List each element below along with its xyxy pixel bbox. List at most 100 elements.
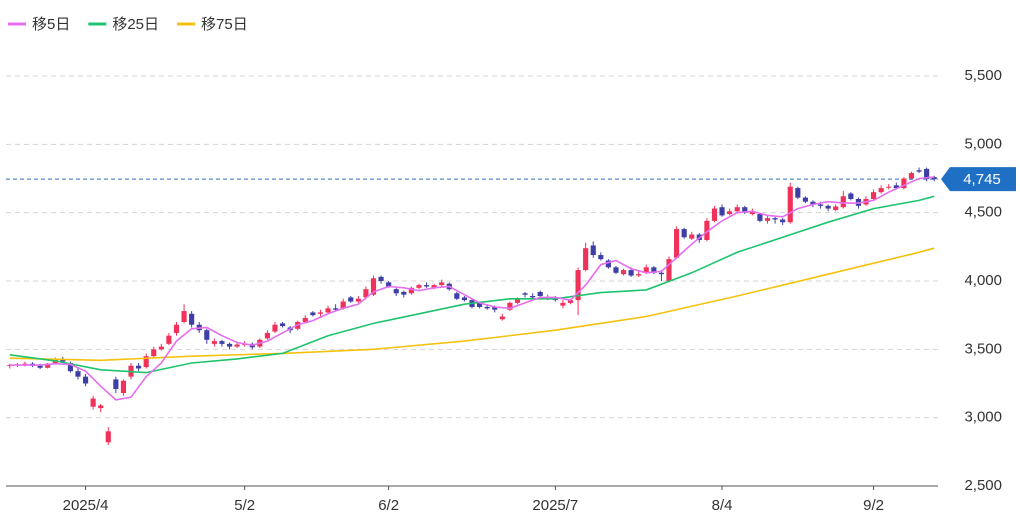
candle-body	[727, 211, 733, 215]
last-price-marker	[941, 167, 1016, 192]
last-price-tag: 4,745	[941, 167, 1016, 192]
candle-body	[143, 356, 149, 368]
candle	[583, 242, 589, 272]
candle	[264, 330, 270, 340]
candle	[598, 252, 604, 261]
candle-body	[484, 306, 490, 309]
candle	[780, 218, 786, 225]
x-tick-label: 6/2	[378, 497, 399, 514]
candle	[272, 322, 278, 333]
x-tick-label: 5/2	[234, 497, 255, 514]
candle	[560, 300, 566, 309]
candle	[98, 404, 104, 413]
ma-line	[9, 247, 935, 362]
x-tick-label: 2025/4	[63, 497, 109, 514]
candle-body	[840, 196, 846, 208]
candle-body	[567, 300, 574, 303]
candle	[454, 291, 460, 301]
candle-body	[825, 205, 831, 209]
candle-body	[82, 376, 89, 384]
candle	[681, 227, 687, 239]
candle-body	[226, 343, 233, 347]
candle-body	[355, 298, 361, 302]
candle-body	[742, 207, 748, 213]
candle-body	[454, 293, 460, 299]
candle	[333, 304, 339, 312]
candle-body	[378, 276, 384, 281]
candle	[310, 311, 316, 317]
candle-body	[507, 302, 513, 310]
candle-body	[658, 272, 665, 275]
legend-label: 移5日	[32, 16, 70, 33]
candle	[734, 204, 740, 213]
legend-label: 移75日	[201, 16, 248, 33]
candle-body	[416, 285, 422, 288]
candle-body	[537, 291, 543, 297]
candle-body	[439, 282, 445, 286]
candle	[840, 190, 846, 209]
candle-body	[310, 312, 316, 316]
candle	[499, 313, 505, 321]
candle	[931, 175, 937, 182]
candle-body	[37, 365, 43, 368]
x-tick-label: 9/2	[863, 497, 884, 514]
candle	[173, 322, 180, 336]
candle-body	[780, 219, 786, 223]
candle-body	[651, 267, 657, 273]
candle-body	[272, 324, 278, 332]
candle	[719, 204, 725, 217]
candle	[7, 363, 13, 369]
candle	[219, 339, 225, 347]
candle	[189, 311, 195, 328]
candle-body	[886, 186, 892, 188]
candle	[666, 256, 672, 283]
candle-body	[931, 177, 937, 180]
ma-line	[9, 176, 935, 401]
candle-body	[401, 291, 407, 295]
candle	[325, 305, 331, 314]
candle-body	[340, 301, 346, 309]
candle	[605, 259, 611, 269]
candle-body	[136, 365, 142, 369]
legend-label: 移25日	[112, 16, 159, 33]
candle-body	[363, 289, 369, 298]
candle	[143, 353, 149, 369]
candle-body	[810, 201, 816, 205]
candle-body	[560, 302, 566, 306]
candle-body	[833, 206, 839, 210]
candle-body	[787, 186, 793, 223]
candle-body	[628, 270, 634, 276]
candle-body	[514, 298, 521, 303]
candle-body	[848, 193, 854, 199]
candle-body	[522, 293, 528, 295]
candle-body	[530, 296, 536, 298]
candle	[204, 328, 210, 344]
last-price-label: 4,745	[963, 171, 1001, 188]
candle-body	[431, 285, 437, 288]
candle	[378, 275, 384, 284]
candle	[704, 218, 710, 242]
candle-body	[613, 267, 619, 273]
candle	[279, 322, 286, 328]
candle-body	[204, 330, 210, 340]
candle-body	[158, 346, 164, 350]
candle	[120, 379, 127, 396]
candle-body	[636, 274, 642, 276]
candle-body	[711, 208, 718, 221]
candle	[82, 373, 89, 387]
y-tick-label: 5,500	[964, 67, 1002, 84]
candle-body	[893, 185, 899, 189]
candle-body	[492, 306, 498, 310]
y-tick-label: 3,500	[964, 340, 1002, 357]
candle	[393, 287, 399, 297]
candle-body	[598, 255, 604, 260]
candle-body	[348, 297, 354, 302]
candle	[507, 301, 513, 312]
candle	[522, 291, 528, 298]
candle-body	[499, 316, 505, 320]
x-tick-label: 2025/7	[532, 497, 578, 514]
candle-body	[461, 297, 467, 301]
candle-body	[795, 188, 801, 198]
candle	[226, 342, 233, 350]
